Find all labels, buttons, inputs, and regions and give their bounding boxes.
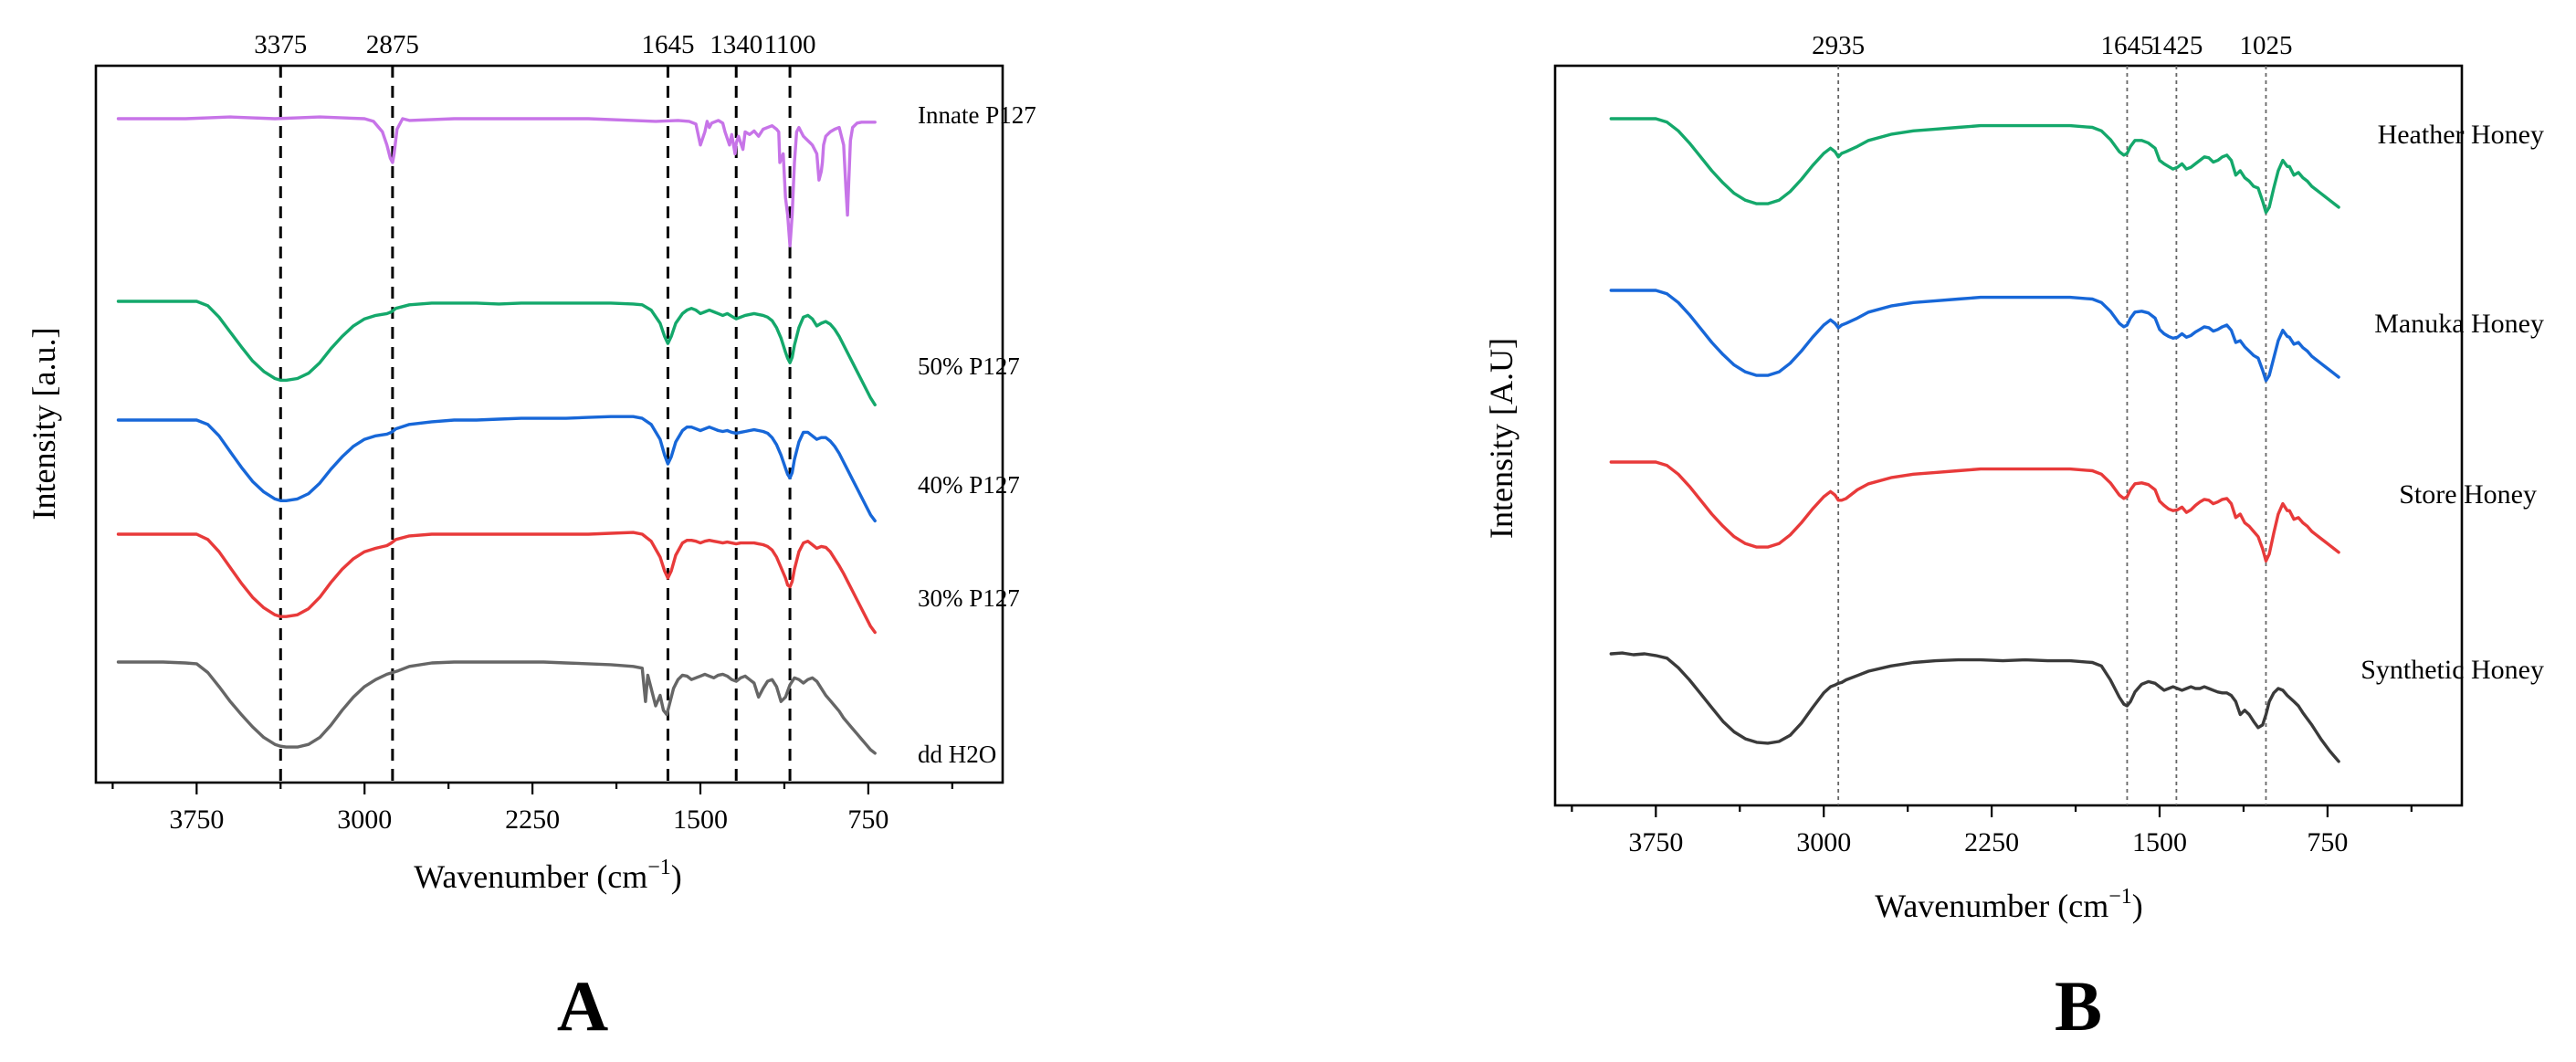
panel-b-plot-frame <box>1553 64 2464 807</box>
panel-a-series-label-30-p127: 30% P127 <box>918 584 1020 612</box>
panel-b-peak-label-2935: 2935 <box>1812 31 1865 60</box>
panel-a-x-tick-label-3000: 3000 <box>337 804 392 835</box>
panel-a-x-tick-label-750: 750 <box>847 804 888 835</box>
panel-b-x-tick-label-3750: 3750 <box>1628 827 1683 857</box>
panel-b-x-tick-label-3000: 3000 <box>1796 827 1851 857</box>
panel-b-series-line-synthetic-honey <box>1609 651 2340 763</box>
panel-b-series-label-heather-honey: Heather Honey <box>2378 120 2544 150</box>
panel-a-series-line-40-p127 <box>116 415 877 523</box>
panel-a-letter: A <box>557 966 608 1046</box>
panel-a-x-tick-label-1500: 1500 <box>673 804 728 835</box>
panel-a-x-axis-title: Wavenumber (cm−1) <box>414 856 682 895</box>
panel-a-peak-label-2875: 2875 <box>366 30 419 59</box>
panel-a-x-tick-label-3750: 3750 <box>169 804 224 835</box>
panel-b-series-line-heather-honey <box>1609 117 2340 215</box>
panel-a-x-tick-label-2250: 2250 <box>505 804 560 835</box>
panel-b-x-tick-label-1500: 1500 <box>2132 827 2187 857</box>
panel-a-series-label-50-p127: 50% P127 <box>918 352 1020 380</box>
panel-a-y-axis-title: Intensity [a.u.] <box>26 328 62 520</box>
panel-a-peak-label-1340: 1340 <box>710 30 762 59</box>
panel-a-series-label-innate-p127: Innate P127 <box>918 101 1036 129</box>
panel-b-series-label-manuka-honey: Manuka Honey <box>2374 309 2544 339</box>
panel-a-series-line-50-p127 <box>116 300 877 406</box>
panel-a-chart: 3375 2875 1645 1340 1100 Innate P127 50% P127… <box>26 30 1036 1046</box>
panel-b-y-axis-title: Intensity [A.U] <box>1483 338 1519 539</box>
panel-b-x-tick-label-750: 750 <box>2307 827 2348 857</box>
panel-a-series-line-innate-p127 <box>116 115 877 247</box>
panel-a-series-line-dd-h2o <box>116 660 877 755</box>
panel-b-x-ticks: 3750 3000 2250 1500 750 <box>1571 805 2413 857</box>
panel-b-letter: B <box>2055 966 2102 1046</box>
panel-a-peak-lines: 3375 2875 1645 1340 1100 <box>254 30 816 783</box>
panel-b-series: Heather Honey Manuka Honey Store Honey Synt… <box>1609 117 2544 763</box>
panel-a-series-label-40-p127: 40% P127 <box>918 471 1020 499</box>
panel-b-series-label-synthetic-honey: Synthetic Honey <box>2360 655 2544 685</box>
panel-b-series-line-manuka-honey <box>1609 289 2340 383</box>
panel-b-series-line-store-honey <box>1609 460 2340 563</box>
panel-a-plot-frame <box>94 64 1004 784</box>
panel-b-peak-label-1645: 1645 <box>2100 31 2153 60</box>
panel-b-x-axis-title: Wavenumber (cm−1) <box>1875 885 2143 924</box>
panel-a-series: Innate P127 50% P127 40% P127 30% P127 dd H2… <box>116 101 1036 768</box>
panel-a-peak-label-1100: 1100 <box>764 30 816 59</box>
panel-b-peak-label-1425: 1425 <box>2150 31 2203 60</box>
panel-b-peak-label-1025: 1025 <box>2239 31 2292 60</box>
panel-b-x-tick-label-2250: 2250 <box>1964 827 2019 857</box>
panel-b-series-label-store-honey: Store Honey <box>2399 479 2537 510</box>
panel-a-peak-label-1645: 1645 <box>641 30 694 59</box>
panel-a-peak-label-3375: 3375 <box>254 30 307 59</box>
panel-a-x-ticks: 3750 3000 2250 1500 750 <box>111 783 953 835</box>
panel-a-series-line-30-p127 <box>116 531 877 635</box>
panel-a-series-label-dd-h2o: dd H2O <box>918 741 996 768</box>
